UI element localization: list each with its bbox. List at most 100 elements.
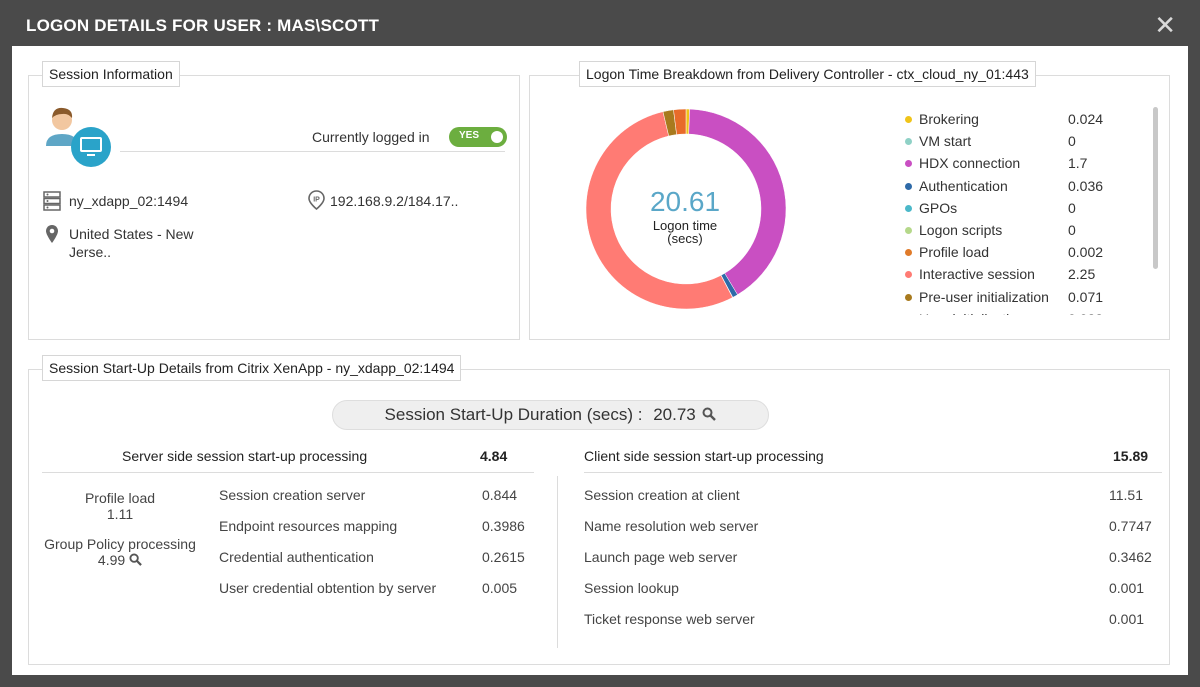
legend-value: 0.002 — [1068, 244, 1104, 261]
location-pin-icon — [45, 224, 59, 244]
dialog-titlebar: LOGON DETAILS FOR USER : MAS\SCOTT ✕ — [10, 8, 1190, 44]
group-policy-value-row: 4.99 — [40, 552, 200, 569]
client-row-value: 0.7747 — [1109, 518, 1152, 534]
server-row-value: 0.2615 — [482, 549, 525, 565]
chart-legend: Brokering 0.024 VM start 0 HDX connection 1.7… — [905, 110, 1150, 315]
legend-swatch — [905, 249, 912, 257]
legend-item[interactable]: Profile load 0.002 — [905, 243, 1150, 265]
server-name: ny_xdapp_02:1494 — [69, 193, 189, 209]
legend-swatch — [905, 204, 912, 212]
legend-value: 0 — [1068, 221, 1076, 238]
legend-swatch — [905, 116, 912, 123]
legend-item[interactable]: HDX connection 1.7 — [905, 154, 1150, 176]
session-startup-heading: Session Start-Up Details from Citrix Xen… — [42, 355, 462, 381]
client-row-label: Session creation at client — [584, 487, 740, 503]
ip-address: 192.168.9.2/184.17.. — [330, 193, 459, 209]
legend-scrollbar[interactable] — [1153, 107, 1158, 269]
ip-pin-icon: IP — [308, 190, 325, 211]
startup-duration-label: Session Start-Up Duration (secs) : — [384, 405, 643, 424]
client-row-value: 0.3462 — [1109, 549, 1152, 565]
column-divider — [557, 476, 558, 648]
legend-value: 0.036 — [1068, 177, 1104, 194]
legend-swatch — [905, 182, 912, 190]
legend-swatch — [905, 138, 912, 146]
legend-label: Profile load — [919, 244, 990, 261]
search-icon[interactable] — [702, 402, 717, 430]
server-row-value: 0.005 — [482, 580, 518, 596]
server-row-value: 0.3986 — [482, 518, 525, 534]
legend-label: Authentication — [919, 177, 1008, 194]
toggle-yes-label: YES — [459, 130, 480, 141]
dialog-title: LOGON DETAILS FOR USER : MAS\SCOTT — [26, 16, 380, 35]
legend-value: 0.024 — [1068, 111, 1104, 127]
legend-label: User initialization — [919, 311, 1025, 315]
donut-slice[interactable] — [673, 108, 687, 135]
client-side-divider — [584, 472, 1162, 473]
profile-load-label: Profile load — [84, 490, 156, 506]
server-icon — [43, 191, 61, 211]
legend-swatch — [905, 293, 912, 301]
legend-label: Pre-user initialization — [919, 288, 1049, 305]
legend-value: 0.071 — [1068, 288, 1104, 305]
legend-item[interactable]: Pre-user initialization 0.071 — [905, 288, 1150, 310]
legend-label: GPOs — [919, 199, 958, 216]
location-line-2: Jerse.. — [69, 244, 112, 260]
user-desktop-icon — [42, 104, 114, 168]
legend-item[interactable]: VM start 0 — [905, 132, 1150, 154]
legend-item[interactable]: Logon scripts 0 — [905, 221, 1150, 243]
client-row-value: 11.51 — [1109, 487, 1143, 503]
legend-item[interactable]: GPOs 0 — [905, 199, 1150, 221]
legend-value: 1.7 — [1068, 155, 1088, 172]
logon-time-label: Logon time (secs) — [620, 219, 750, 245]
client-row-value: 0.001 — [1109, 611, 1145, 627]
logon-time-label-line2: (secs) — [667, 231, 703, 246]
server-row-label: Endpoint resources mapping — [219, 518, 398, 534]
profile-load-value: 1.11 — [106, 506, 134, 522]
group-policy-summary: Group Policy processing 4.99 — [40, 536, 200, 569]
server-row-value: 0.844 — [482, 487, 518, 503]
client-row-label: Launch page web server — [584, 549, 738, 565]
legend-swatch — [905, 160, 912, 168]
logon-time-donut-chart — [585, 108, 787, 310]
donut-slice[interactable] — [585, 111, 733, 310]
logon-time-total: 20.61 — [649, 186, 721, 217]
legend-item[interactable]: Authentication 0.036 — [905, 177, 1150, 199]
session-information-panel — [28, 75, 520, 340]
client-row-label: Ticket response web server — [584, 611, 755, 627]
logged-in-toggle[interactable]: YES — [449, 127, 507, 147]
server-side-divider — [42, 472, 534, 473]
server-row-label: User credential obtention by server — [219, 580, 437, 596]
legend-value: 0 — [1068, 133, 1076, 150]
legend-label: Interactive session — [919, 266, 1035, 283]
session-information-heading: Session Information — [42, 61, 180, 87]
startup-duration-value: 20.73 — [653, 405, 696, 424]
legend-value: 0.083 — [1068, 311, 1103, 315]
legend-label: Brokering — [919, 111, 979, 127]
legend-label: Logon scripts — [919, 221, 1003, 238]
currently-logged-in-label: Currently logged in — [312, 129, 430, 145]
legend-swatch — [905, 271, 912, 279]
client-row-value: 0.001 — [1109, 580, 1145, 596]
close-icon[interactable]: ✕ — [1154, 10, 1176, 40]
toggle-knob — [491, 131, 503, 143]
client-side-title: Client side session start-up processing — [584, 448, 824, 464]
legend-item[interactable]: User initialization 0.083 — [905, 310, 1150, 315]
startup-duration-pill: Session Start-Up Duration (secs) : 20.73 — [332, 400, 769, 430]
legend-value: 2.25 — [1068, 266, 1096, 283]
group-policy-label: Group Policy processing — [44, 536, 196, 552]
legend-label: VM start — [919, 133, 972, 150]
donut-slice[interactable] — [688, 108, 787, 296]
server-side-title: Server side session start-up processing — [122, 448, 368, 464]
legend-item[interactable]: Interactive session 2.25 — [905, 265, 1150, 287]
profile-load-summary: Profile load 1.11 — [60, 490, 180, 522]
client-row-label: Session lookup — [584, 580, 679, 596]
session-info-divider — [120, 151, 505, 152]
legend-label: HDX connection — [919, 155, 1021, 172]
server-side-total: 4.84 — [480, 448, 508, 464]
legend-item[interactable]: Brokering 0.024 — [905, 110, 1150, 132]
client-side-total: 15.89 — [1113, 448, 1149, 464]
search-icon[interactable] — [129, 553, 142, 569]
server-row-label: Credential authentication — [219, 549, 374, 565]
svg-text:IP: IP — [313, 197, 320, 204]
client-row-label: Name resolution web server — [584, 518, 759, 534]
